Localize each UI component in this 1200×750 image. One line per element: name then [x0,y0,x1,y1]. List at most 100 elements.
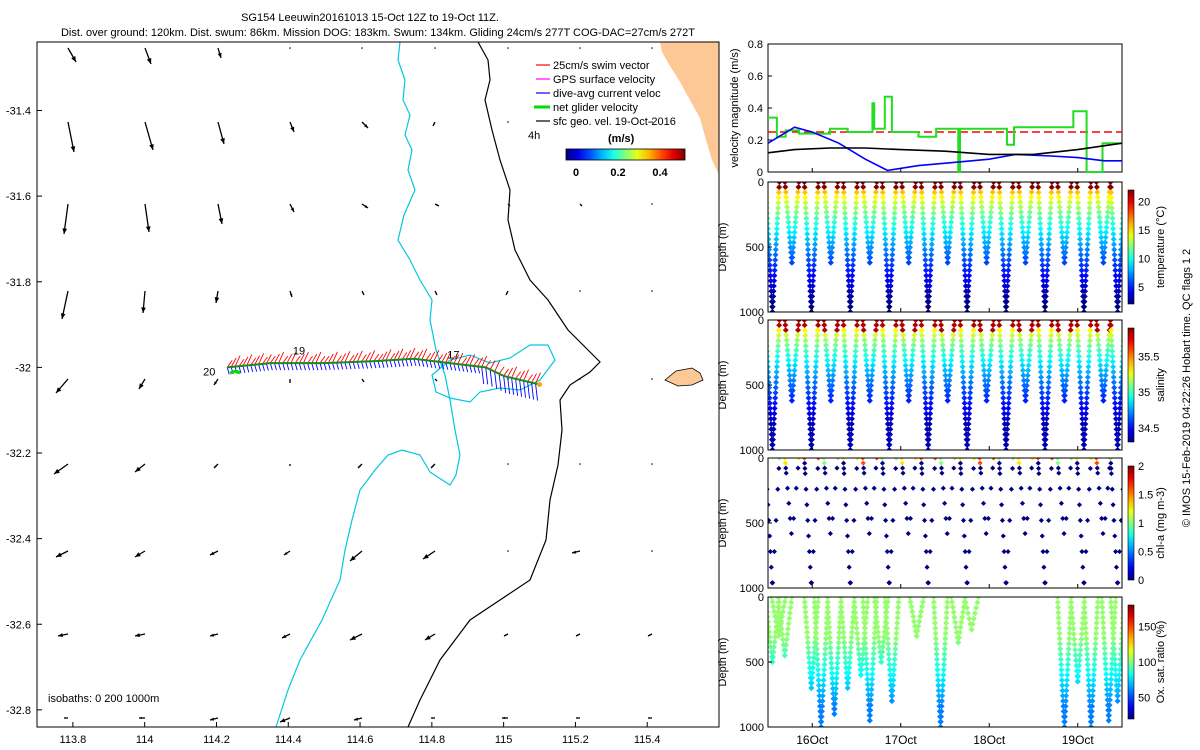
profile-point [812,625,819,632]
section-colorbar-label: chl-a (mg m-3) [1155,487,1167,559]
swim-vector [327,353,334,364]
profile-point [1055,620,1062,626]
dac-vector [282,362,286,371]
profile-point [981,377,988,384]
swim-vector [369,350,376,362]
profile-point [805,649,812,656]
swim-vector [315,351,322,364]
profile-point [811,389,818,396]
profile-point [808,298,815,305]
profile-point [768,215,771,222]
profile-point [1009,332,1016,339]
profile-point [1083,635,1090,642]
dac-vector [527,381,531,399]
profile-point [809,288,816,295]
swim-vector [389,352,396,361]
day-label: 19 [293,345,305,357]
profile-point [965,415,972,422]
profile-point [854,635,861,642]
profile-point [951,465,957,471]
profile-point [869,666,876,673]
profile-point [959,358,966,365]
profile-point [971,465,977,471]
swim-vector [489,360,496,370]
profile-point [771,405,778,412]
profile-point [889,384,896,391]
profile-point [869,671,876,678]
profile-point [942,640,949,647]
profile-point [1006,384,1013,391]
profile-point [853,620,860,626]
map-panel: 113.8 114 114.2 114.4 114.6 114.8 115 115.2 115.… [6,41,720,746]
profile-point [898,182,905,185]
section-colorbar-label: temperature (°C) [1155,206,1167,288]
profile-point [886,441,893,448]
profile-point [804,629,811,636]
profile-point [771,549,777,555]
profile-point [964,309,971,312]
swim-vector [437,354,444,362]
profile-point [1000,262,1007,269]
profile-point [1057,646,1064,652]
map-ytick-label: -32 [15,362,31,374]
swim-vector [303,351,309,364]
profile-point [768,241,772,248]
geo-arrow-head [572,550,577,554]
profile-point [1049,458,1055,461]
profile-point [1037,369,1044,375]
profile-point [768,502,771,508]
dac-vector [352,361,356,370]
profile-point [1109,614,1115,621]
profile-point [769,447,776,450]
profile-point [984,387,991,394]
profile-point [804,502,810,508]
dac-vector [413,358,417,366]
profile-point [1112,604,1119,611]
profile-point [918,327,925,334]
profile-point [1119,358,1122,365]
dac-vector [405,359,409,367]
profile-point [1108,337,1115,344]
profile-point [813,348,820,355]
section-ytick-label: 0 [758,592,764,604]
profile-point [1086,205,1093,211]
profile-point [977,322,984,329]
profile-point [825,609,832,616]
profile-point [806,659,813,666]
profile-point [773,618,779,625]
profile-point [828,655,834,662]
profile-point [860,599,867,606]
profile-point [951,182,958,185]
profile-point [841,649,848,656]
dac-vector [389,360,393,368]
profile-point [1108,671,1115,678]
profile-point [833,680,840,687]
profile-point [882,502,888,508]
profile-point [1100,624,1107,631]
profile-point [801,599,808,606]
profile-point [773,379,780,386]
profile-point [1035,458,1041,461]
swim-vector [323,355,330,364]
profile-point [880,337,887,344]
profile-point [810,659,817,666]
isobath-200m-eddy [431,344,556,403]
profile-point [841,644,848,651]
profile-point [1109,625,1116,632]
profile-point [1092,635,1099,642]
profile-point [847,441,854,448]
profile-point [785,620,792,627]
profile-point [943,620,950,626]
profile-point [867,707,874,714]
swim-vector [405,350,412,360]
profile-point [970,322,977,329]
profile-point [892,651,899,658]
profile-point [929,374,936,381]
profile-point [889,389,896,396]
profile-point [1116,672,1122,678]
profile-point [1041,564,1047,570]
profile-point [862,640,869,647]
geo-arrow-head [56,552,62,557]
profile-point [826,634,833,641]
profile-point [1003,436,1010,443]
